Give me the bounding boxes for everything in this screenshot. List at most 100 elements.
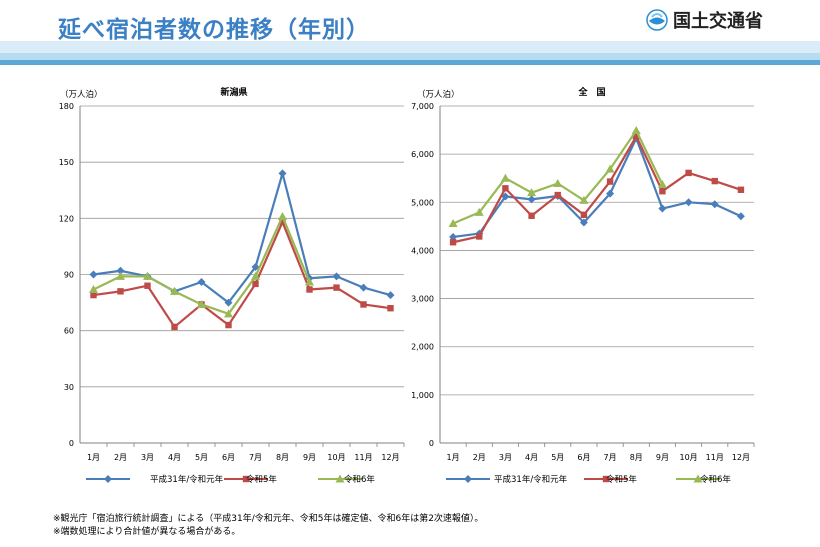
national-ylabel: （万人泊）: [417, 89, 460, 100]
national-chart-title: 全 国: [577, 86, 605, 98]
niigata-xtick-label: 2月: [114, 453, 127, 462]
national-legend-marker: [464, 475, 472, 483]
niigata-xtick-label: 11月: [354, 453, 372, 462]
niigata-series-1-point: [89, 270, 98, 279]
national-ytick-label: 2,000: [411, 343, 434, 352]
niigata-ytick-label: 60: [64, 327, 74, 336]
page-title: 延べ宿泊者数の推移（年別）: [58, 17, 370, 43]
niigata-xtick-label: 8月: [276, 453, 289, 462]
national-series-2-point: [633, 133, 640, 140]
niigata-series-1-point: [359, 283, 368, 292]
mlit-emblem-icon: [646, 9, 668, 31]
national-xtick-label: 7月: [604, 453, 617, 462]
national-series-2-point: [528, 212, 535, 219]
niigata-series-1-point: [224, 298, 233, 307]
national-series-2-line: [452, 135, 742, 244]
niigata-series-2-point: [144, 282, 151, 289]
mlit-logo: 国土交通省: [646, 6, 763, 34]
niigata-series-3-point: [170, 286, 179, 295]
niigata-chart-title: 新潟県: [220, 86, 247, 98]
national-legend-label: 令和6年: [700, 474, 731, 485]
national-series-1-point: [449, 232, 458, 241]
national-xtick-label: 3月: [499, 453, 512, 462]
niigata-series-2-point: [171, 323, 178, 331]
niigata-legend-label: 令和6年: [344, 474, 375, 485]
niigata-series-1-point: [116, 266, 125, 275]
national-series-1-point: [736, 212, 745, 221]
national-xtick-label: 12月: [732, 453, 750, 462]
national-series-1-point: [527, 195, 536, 204]
niigata-xtick-label: 9月: [303, 453, 316, 462]
niigata-xtick-label: 1月: [87, 453, 100, 462]
niigata-xtick-label: 4月: [168, 453, 181, 462]
niigata-xtick-label: 5月: [195, 453, 208, 462]
national-series-2-point: [476, 233, 483, 240]
niigata-ytick-label: 0: [69, 439, 74, 448]
national-series-3-point: [527, 188, 537, 197]
national-ytick-label: 0: [429, 439, 434, 448]
niigata-ytick-label: 150: [59, 158, 74, 167]
niigata-series-2-point: [252, 280, 259, 288]
niigata-series-3-line: [93, 215, 311, 315]
niigata-series-3-point: [89, 284, 98, 293]
national-series-1-point: [579, 218, 588, 227]
national-series-3-point: [500, 173, 510, 182]
niigata-series-3-point: [278, 211, 287, 220]
national-series-2-point: [449, 239, 457, 246]
national-xtick-label: 9月: [656, 453, 669, 462]
national-xtick-label: 11月: [706, 453, 724, 462]
national-series-2-point: [502, 185, 509, 192]
national-series-2-point: [737, 186, 745, 193]
niigata-ytick-label: 30: [64, 383, 74, 392]
footnote-source: ※観光庁「宿泊旅行統計調査」による（平成31年/令和元年、令和5年は確定値、令和…: [53, 514, 484, 524]
national-series-3-point: [448, 218, 458, 227]
niigata-legend-label: 平成31年/令和元年: [150, 474, 224, 485]
footnote-rounding: ※端数処理により合計値が異なる場合がある。: [53, 527, 241, 537]
niigata-series-2-point: [333, 284, 340, 291]
niigata-series-2-point: [225, 321, 232, 329]
national-legend-marker: [602, 475, 610, 483]
niigata-series-2-point: [306, 286, 313, 293]
header-band: [0, 41, 820, 67]
niigata-ytick-label: 180: [59, 102, 74, 111]
niigata-series-1-point: [251, 263, 260, 272]
national-series-3-point: [605, 164, 615, 173]
niigata-ytick-label: 120: [59, 214, 74, 223]
national-series-1-point: [684, 198, 693, 207]
niigata-xtick-label: 6月: [222, 453, 235, 462]
niigata-series-2-point: [387, 305, 394, 312]
logo-text: 国土交通省: [673, 11, 763, 32]
niigata-legend-marker: [335, 474, 345, 483]
national-xtick-label: 1月: [447, 453, 460, 462]
niigata-series-2-point: [117, 288, 124, 295]
national-series-3-point: [553, 179, 563, 188]
niigata-xtick-label: 3月: [141, 453, 154, 462]
national-legend-label: 平成31年/令和元年: [494, 474, 568, 485]
national-xtick-label: 2月: [473, 453, 486, 462]
national-ytick-label: 4,000: [411, 246, 434, 255]
national-series-3-point: [631, 126, 641, 135]
niigata-legend-label: 令和5年: [246, 474, 277, 485]
niigata-series-2-point: [279, 218, 286, 226]
national-series-1-point: [658, 204, 667, 213]
niigata-xtick-label: 10月: [327, 453, 345, 462]
niigata-legend-marker: [104, 475, 112, 483]
niigata-series-2-point: [360, 301, 367, 308]
national-series-2-point: [711, 177, 718, 185]
national-ytick-label: 3,000: [411, 295, 434, 304]
national-series-2-point: [580, 211, 588, 219]
national-xtick-label: 10月: [679, 453, 697, 462]
niigata-xtick-label: 12月: [381, 453, 399, 462]
national-xtick-label: 4月: [525, 453, 538, 462]
niigata-ytick-label: 90: [64, 271, 74, 280]
niigata-series-3-point: [143, 271, 152, 280]
national-series-1-point: [501, 192, 510, 201]
national-legend-label: 令和5年: [606, 474, 637, 485]
niigata-series-1-point: [332, 272, 341, 281]
national-legend-marker: [693, 474, 703, 483]
niigata-series-3-point: [251, 271, 260, 280]
national-ytick-label: 5,000: [411, 198, 434, 207]
niigata-series-2-line: [93, 220, 391, 329]
niigata-series-1-point: [197, 277, 206, 286]
national-series-3-point: [474, 207, 484, 216]
